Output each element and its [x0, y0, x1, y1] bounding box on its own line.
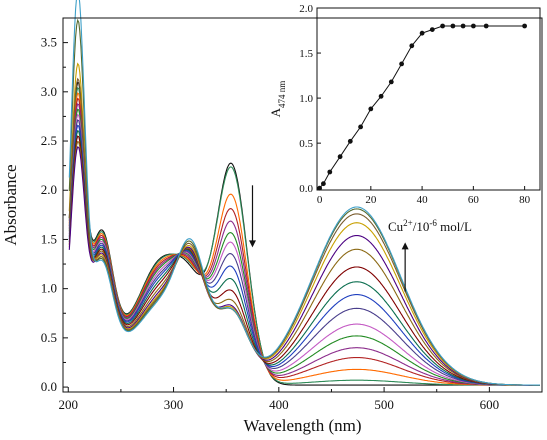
y-tick-label: 0.0	[41, 379, 57, 394]
y-tick-label: 3.5	[41, 35, 57, 50]
inset-data-point	[460, 23, 466, 29]
inset-data-point	[368, 106, 374, 112]
main-series-group	[68, 0, 540, 386]
inset-y-axis: 0.0 0.5 1.0 1.5 2.0	[299, 3, 321, 195]
spectrum-line	[68, 124, 540, 386]
inset-data-point	[429, 27, 435, 32]
inset-x-tick-label: 40	[417, 194, 429, 206]
spectrum-line	[68, 102, 540, 386]
spectrum-line	[68, 119, 540, 386]
inset-plot-frame	[316, 7, 541, 191]
inset-data-point	[483, 23, 489, 29]
inset-data-point	[522, 23, 527, 29]
inset-data-point	[419, 30, 425, 36]
y-tick-label: 1.5	[41, 231, 57, 246]
spectrum-line	[68, 0, 540, 386]
spectrum-line	[68, 86, 540, 386]
inset-y-label-sub: 474 nm	[277, 81, 287, 108]
inset-x-axis-title: Cu2+/10-6 mol/L	[388, 218, 472, 234]
x-tick-label: 600	[480, 397, 500, 412]
x-tick-label: 500	[374, 397, 394, 412]
y-tick-label: 3.0	[41, 84, 57, 99]
main-y-axis: 0.0 0.5 1.0 1.5 2.0 2.5 3.0 3.5	[41, 35, 68, 394]
arrowhead-icon	[401, 242, 409, 250]
spectrum-line	[68, 92, 540, 386]
inset-x-label-part: Cu	[388, 219, 404, 234]
inset-x-label-part: mol/L	[437, 219, 472, 234]
x-axis-title: Wavelength (nm)	[243, 416, 361, 435]
inset-data-point	[440, 23, 445, 29]
spectrum-line	[68, 113, 540, 386]
y-tick-label: 2.5	[41, 133, 57, 148]
spectrum-line	[68, 97, 540, 386]
inset-y-axis-title: A474 nm	[268, 81, 287, 118]
inset-data-point	[388, 79, 394, 85]
x-tick-label: 300	[164, 397, 184, 412]
inset-chart: 0 20 40 60 80 0.0 0.5 1.0 1.5 2.0 Cu2+/10-6 mol/…	[268, 3, 541, 234]
spectrum-line	[68, 146, 540, 386]
inset-data-point	[321, 181, 326, 187]
arrowhead-icon	[248, 240, 256, 248]
inset-x-tick-label: 80	[519, 194, 531, 206]
inset-data-point	[450, 23, 456, 29]
x-tick-label: 200	[59, 397, 79, 412]
inset-data-point	[347, 138, 353, 144]
inset-x-label-part: /10	[413, 219, 430, 234]
inset-y-label-part: A	[268, 107, 283, 117]
main-plot-frame	[62, 17, 543, 393]
inset-y-tick-label: 1.5	[299, 48, 313, 60]
inset-data-point	[327, 169, 333, 175]
spectrum-line	[68, 135, 540, 386]
inset-x-label-sup: -6	[429, 218, 437, 228]
inset-data-point	[399, 61, 404, 67]
spectrum-line	[68, 108, 540, 386]
spectrum-line	[68, 129, 540, 386]
trend-arrows	[248, 185, 409, 292]
inset-data-point	[471, 23, 476, 29]
inset-data-point	[337, 154, 343, 160]
inset-x-tick-label: 0	[317, 194, 323, 206]
inset-y-tick-label: 1.0	[299, 93, 313, 105]
y-tick-label: 2.0	[41, 182, 57, 197]
main-x-axis: 200 300 400 500 600	[59, 387, 500, 412]
inset-x-tick-label: 20	[365, 194, 377, 206]
inset-y-tick-label: 0.5	[299, 138, 313, 150]
y-axis-title: Absorbance	[1, 164, 20, 245]
main-chart: 200 300 400 500 600 0.00.51.01.52.02.53.03.5…	[1, 0, 543, 435]
inset-data-point	[378, 93, 384, 99]
inset-x-tick-label: 60	[468, 194, 480, 206]
inset-y-tick-label: 0.0	[299, 183, 313, 195]
inset-series-group	[317, 23, 527, 191]
inset-y-tick-label: 2.0	[299, 3, 313, 15]
y-tick-label: 0.5	[41, 330, 57, 345]
spectrum-line	[68, 140, 540, 386]
x-tick-label: 400	[269, 397, 289, 412]
inset-data-point	[409, 43, 415, 49]
inset-data-point	[358, 124, 363, 130]
y-tick-label: 1.0	[41, 281, 57, 296]
inset-x-label-sup: 2+	[403, 218, 413, 228]
